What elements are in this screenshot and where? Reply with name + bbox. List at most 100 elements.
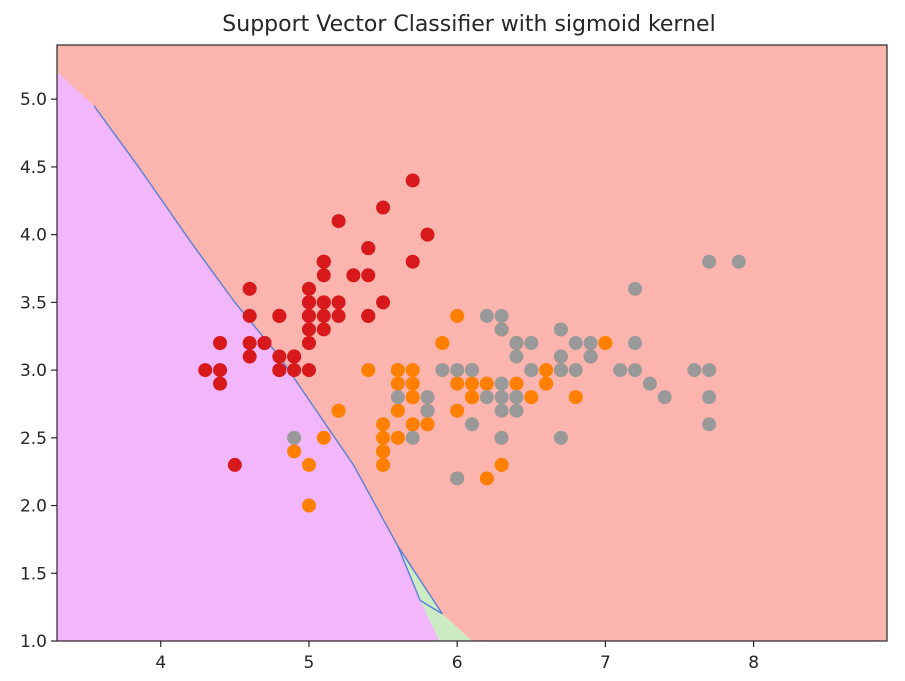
point-class-2-34 <box>465 417 479 432</box>
point-class-2-14 <box>420 390 435 405</box>
point-class-0-41 <box>213 336 228 350</box>
x-tick-label-2: 6 <box>452 653 463 673</box>
point-class-2-17 <box>702 254 717 269</box>
point-class-0-34 <box>287 349 302 364</box>
point-class-2-32 <box>509 390 524 405</box>
point-class-0-6 <box>242 308 257 323</box>
point-class-1-4 <box>524 390 539 405</box>
point-class-0-8 <box>213 376 228 391</box>
y-tick-label-6: 4.0 <box>20 226 47 246</box>
point-class-1-39 <box>376 430 391 445</box>
point-class-2-43 <box>553 322 568 337</box>
point-class-0-28 <box>331 308 346 323</box>
x-tick-label-4: 8 <box>748 653 759 673</box>
y-tick-label-2: 2.0 <box>20 497 47 517</box>
point-class-0-35 <box>301 336 316 350</box>
point-class-0-24 <box>272 308 287 323</box>
point-class-0-44 <box>272 363 287 378</box>
plot-frame <box>56 44 888 642</box>
point-class-2-36 <box>494 308 509 323</box>
point-class-1-29 <box>405 417 420 432</box>
point-class-2-48 <box>435 363 450 378</box>
point-class-0-29 <box>257 336 272 350</box>
point-class-1-25 <box>539 363 554 378</box>
point-class-0-45 <box>316 254 331 269</box>
point-class-0-21 <box>316 268 331 283</box>
point-class-2-22 <box>702 390 717 405</box>
point-class-1-47 <box>479 376 494 391</box>
point-class-2-47 <box>479 308 494 323</box>
point-class-1-35 <box>450 308 465 323</box>
point-class-1-49 <box>405 390 420 405</box>
point-class-2-25 <box>628 336 643 350</box>
point-class-2-10 <box>524 336 539 350</box>
point-class-0-32 <box>331 214 346 229</box>
point-class-1-44 <box>390 403 405 418</box>
point-class-2-19 <box>450 471 465 486</box>
point-class-2-29 <box>628 363 643 378</box>
point-class-1-24 <box>509 376 524 391</box>
point-class-0-40 <box>227 457 242 472</box>
decision-region-class-0 <box>57 45 887 641</box>
point-class-0-38 <box>316 308 331 323</box>
y-tick-label-0: 1.0 <box>20 632 47 652</box>
point-class-2-6 <box>287 430 302 445</box>
point-class-0-17 <box>316 295 331 310</box>
point-class-2-38 <box>450 363 465 378</box>
point-class-2-42 <box>568 336 583 350</box>
point-class-1-8 <box>539 376 554 391</box>
point-class-2-2 <box>613 363 628 378</box>
point-class-1-46 <box>405 376 420 391</box>
point-class-1-23 <box>465 390 479 405</box>
point-class-2-7 <box>642 376 657 391</box>
point-class-1-45 <box>405 363 420 378</box>
point-class-1-18 <box>479 471 494 486</box>
point-class-2-3 <box>494 376 509 391</box>
point-class-1-34 <box>361 363 376 378</box>
point-class-2-46 <box>524 363 539 378</box>
point-class-2-20 <box>583 336 598 350</box>
point-class-1-9 <box>331 403 346 418</box>
point-class-1-38 <box>390 363 405 378</box>
x-axis-ticks: 4 5 6 7 8 <box>155 641 759 673</box>
point-class-2-5 <box>687 363 702 378</box>
point-class-2-23 <box>494 403 509 418</box>
point-class-1-43 <box>301 457 316 472</box>
point-class-2-13 <box>405 430 420 445</box>
point-class-0-31 <box>361 308 376 323</box>
point-class-2-11 <box>509 403 524 418</box>
point-class-2-31 <box>731 254 746 269</box>
point-class-1-33 <box>450 403 465 418</box>
point-class-1-42 <box>420 417 435 432</box>
y-tick-label-3: 2.5 <box>20 429 47 449</box>
point-class-0-25 <box>301 363 316 378</box>
point-class-2-41 <box>583 349 598 364</box>
point-class-0-48 <box>301 322 316 337</box>
point-class-0-3 <box>242 349 257 364</box>
point-class-1-48 <box>316 430 331 445</box>
point-class-0-14 <box>420 227 435 242</box>
point-class-2-18 <box>702 417 717 432</box>
y-tick-label-1: 1.5 <box>20 564 47 584</box>
point-class-0-27 <box>331 295 346 310</box>
y-tick-label-7: 4.5 <box>20 158 47 178</box>
point-class-2-12 <box>568 363 583 378</box>
point-class-1-28 <box>450 376 465 391</box>
data-points <box>198 173 746 513</box>
point-class-1-7 <box>287 444 302 459</box>
point-class-1-20 <box>435 336 450 350</box>
point-class-0-30 <box>272 349 287 364</box>
point-class-1-19 <box>390 430 405 445</box>
point-class-2-45 <box>494 430 509 445</box>
point-class-0-13 <box>198 363 213 378</box>
point-class-0-47 <box>346 268 361 283</box>
point-class-0-46 <box>242 336 257 350</box>
point-class-2-1 <box>420 403 435 418</box>
point-class-0-1 <box>287 363 302 378</box>
point-class-1-37 <box>494 457 509 472</box>
point-class-2-35 <box>702 363 717 378</box>
x-tick-label-3: 7 <box>600 653 611 673</box>
point-class-0-18 <box>405 254 420 269</box>
